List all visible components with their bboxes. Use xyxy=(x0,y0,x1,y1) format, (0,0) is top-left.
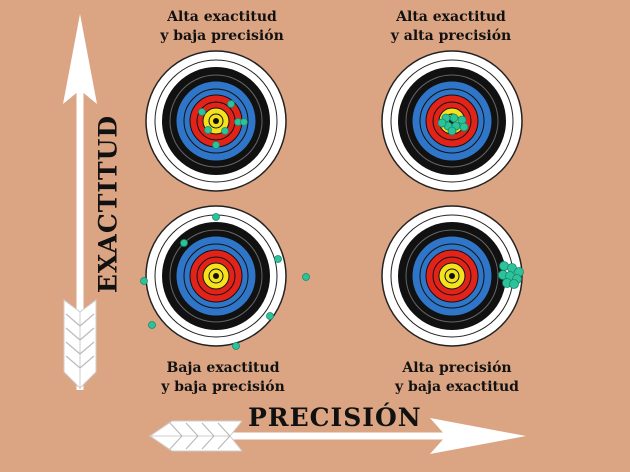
y-axis-label: EXACTITUD xyxy=(93,114,123,294)
shot-mark xyxy=(212,213,220,221)
x-axis-label: PRECISIÓN xyxy=(248,403,422,432)
bullseye-center xyxy=(449,273,455,279)
shot-mark xyxy=(180,239,188,247)
shot-mark xyxy=(447,126,457,136)
caption-bottom-right-line2: y baja exactitud xyxy=(395,379,519,395)
caption-bottom-right-line1: Alta precisión xyxy=(402,360,512,376)
ring-line-red xyxy=(432,101,472,141)
ring-line-yellow xyxy=(444,268,460,284)
caption-bottom-left: Baja exactitud y baja precisión xyxy=(128,359,318,397)
target-top-left xyxy=(145,50,287,192)
ring-line-black xyxy=(169,74,263,168)
bullseye-center xyxy=(213,273,219,279)
ring-line-blue xyxy=(419,243,485,309)
shot-mark xyxy=(148,321,156,329)
shot-mark xyxy=(198,108,206,116)
shot-mark xyxy=(274,255,282,263)
shot-mark xyxy=(221,127,229,135)
ring-line-yellow xyxy=(208,113,224,129)
shot-mark xyxy=(227,100,235,108)
ring-line-red xyxy=(432,256,472,296)
shot-mark xyxy=(232,342,240,350)
ring-line-black xyxy=(169,229,263,323)
shot-mark xyxy=(509,279,519,289)
shot-mark xyxy=(204,126,212,134)
caption-top-right: Alta exactitud y alta precisión xyxy=(356,8,546,46)
ring-line-blue xyxy=(183,243,249,309)
shot-mark xyxy=(459,122,469,132)
shot-mark xyxy=(240,118,248,126)
shot-mark xyxy=(437,118,447,128)
caption-bottom-left-line1: Baja exactitud xyxy=(166,360,280,376)
ring-line-blue xyxy=(419,88,485,154)
target-bottom-left xyxy=(145,205,287,347)
caption-top-left: Alta exactitud y baja precisión xyxy=(127,8,317,46)
caption-top-left-line2: y baja precisión xyxy=(160,28,284,44)
shot-mark xyxy=(499,261,509,271)
shot-mark xyxy=(449,113,459,123)
ring-line-white xyxy=(154,59,278,183)
caption-top-right-line2: y alta precisión xyxy=(390,28,512,44)
ring-line-white xyxy=(390,59,514,183)
caption-top-right-line1: Alta exactitud xyxy=(396,9,506,25)
caption-bottom-right: Alta precisión y baja exactitud xyxy=(362,359,552,397)
caption-top-left-line1: Alta exactitud xyxy=(167,9,277,25)
shot-mark xyxy=(140,277,148,285)
shots-bottom-right xyxy=(498,261,524,289)
horizontal-arrow xyxy=(148,418,526,454)
shot-mark xyxy=(302,273,310,281)
shots-top-right xyxy=(437,113,469,136)
ring-line-black xyxy=(405,74,499,168)
ring-line-black xyxy=(405,229,499,323)
bullseye-center xyxy=(213,118,219,124)
caption-bottom-left-line2: y baja precisión xyxy=(161,379,285,395)
shot-mark xyxy=(266,312,274,320)
ring-line-red xyxy=(196,256,236,296)
vertical-arrow xyxy=(63,14,97,390)
ring-line-blue xyxy=(183,88,249,154)
shots-bottom-left xyxy=(140,213,310,350)
shot-mark xyxy=(212,141,220,149)
shots-top-left xyxy=(198,100,248,149)
ring-line-yellow xyxy=(208,268,224,284)
target-bottom-right xyxy=(381,205,523,347)
